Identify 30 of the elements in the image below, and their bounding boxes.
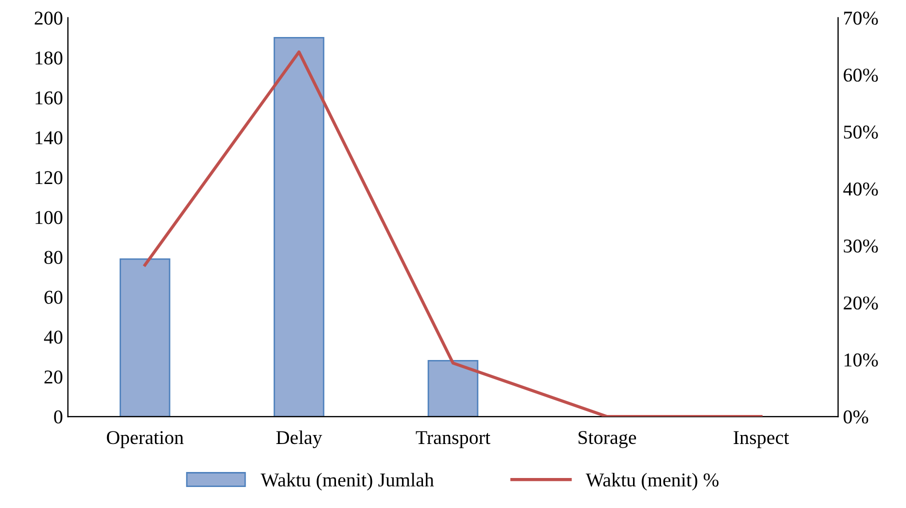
y-tick-label: 40 [44,330,62,344]
x-tick-label: Inspect [734,431,789,448]
y2-tick-label: 30% [844,239,878,253]
y-tick-label: 80 [44,250,62,264]
y-tick-label: 120 [36,171,62,184]
legend-label: Waktu (menit) Jumlah [260,472,434,490]
y2-tick-label: 70% [844,12,878,25]
x-tick-label: Storage [578,431,636,448]
y-tick-label: 180 [36,51,62,65]
bar [274,37,324,417]
line-series [143,50,763,417]
y2-tick-label: 10% [844,353,878,367]
y-tick-label: 20 [44,370,62,384]
y-tick-label: 200 [34,12,62,25]
x-tick-label: Transport [416,431,490,448]
y2-tick-label: 0% [844,410,868,424]
y-tick-label: 100 [36,210,62,224]
y-tick-label: 60 [44,290,62,304]
y-tick-label: 160 [36,91,62,104]
y2-tick-label: 20% [844,296,878,310]
bar [120,258,170,417]
x-tick-label: Operation [106,431,184,448]
y2-tick-label: 40% [843,182,878,196]
bar [428,360,478,417]
y-tick-label: 0 [54,410,62,424]
y2-tick-label: 60% [844,68,878,82]
x-tick-label: Delay [276,430,322,448]
y-tick-label: 140 [36,131,62,144]
y2-tick-label: 50% [844,126,878,139]
legend-label: Waktu (menit) % [586,472,719,490]
